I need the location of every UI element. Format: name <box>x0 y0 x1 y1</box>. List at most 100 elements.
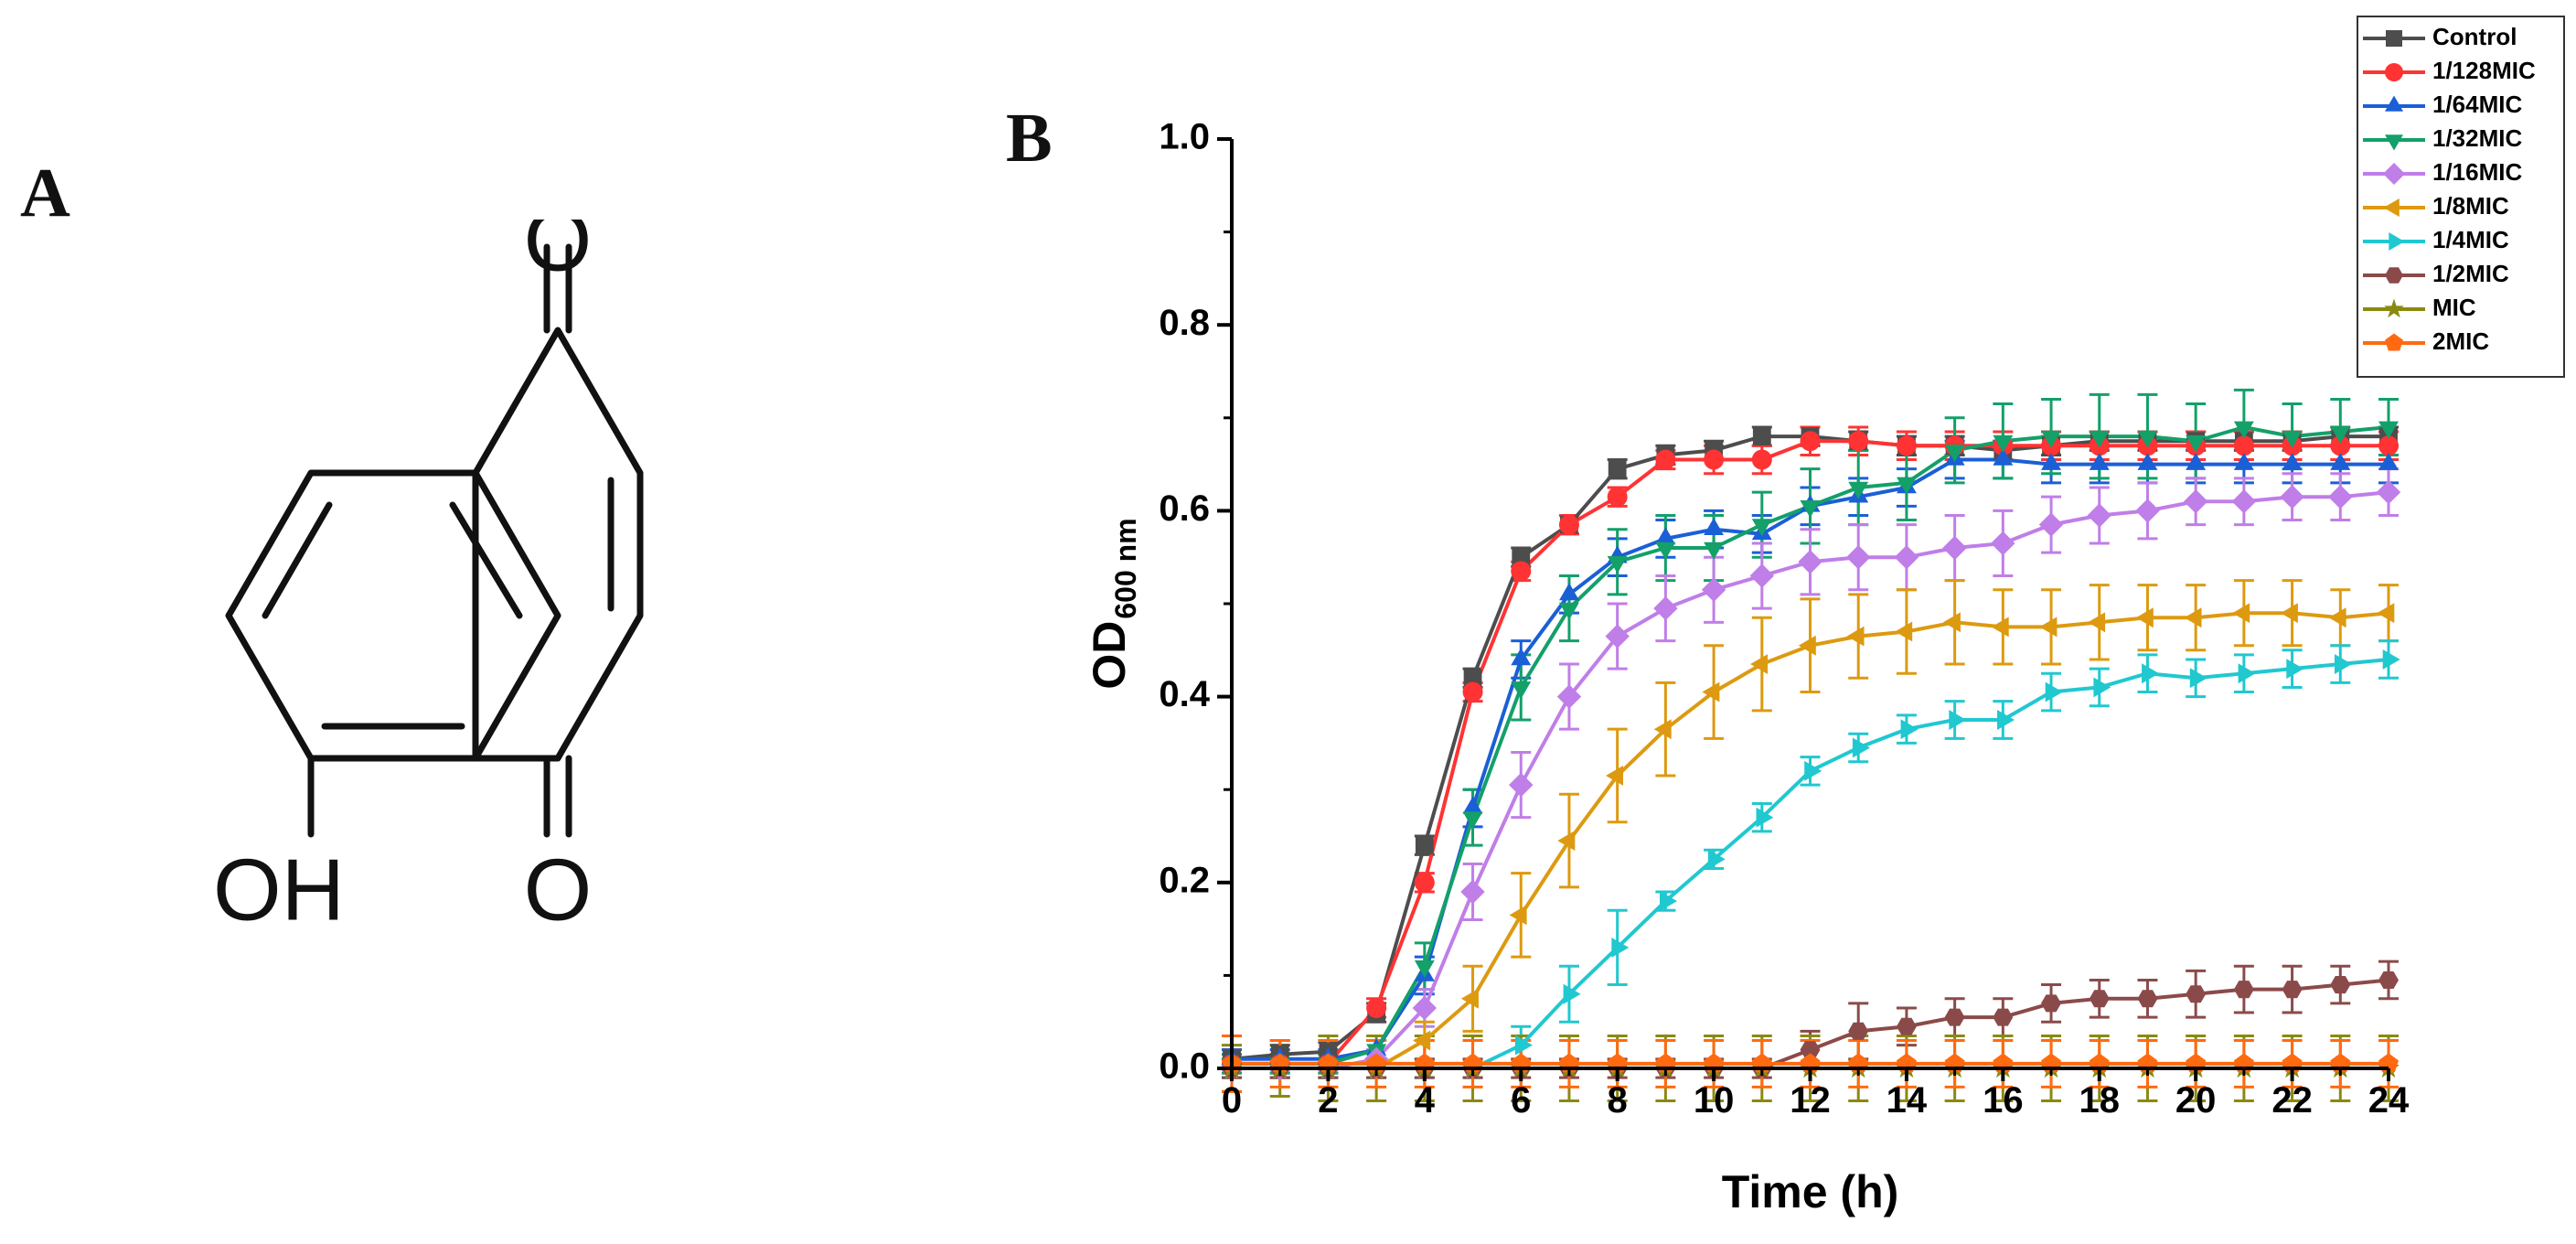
x-tick-label: 24 <box>2368 1080 2410 1121</box>
data-point <box>1991 531 2015 556</box>
data-point <box>1751 519 1772 537</box>
data-point <box>2189 668 2207 689</box>
axes: 0 2 4 6 8 10 12 14 16 18 20 22 240.00.20.40.60.81.0T… <box>1084 117 2410 1217</box>
data-point <box>2280 603 2298 624</box>
data-point <box>2282 453 2303 470</box>
legend: Control 1/128MIC 1/64MIC 1/32MIC 1/16MIC 1/8M… <box>2357 16 2565 378</box>
data-point <box>2378 435 2399 456</box>
legend-label: MIC <box>2432 294 2476 321</box>
legend-marker <box>2383 198 2400 217</box>
data-point <box>1949 710 1967 730</box>
data-point <box>2039 617 2058 638</box>
data-point <box>1655 449 1676 470</box>
legend-marker <box>2384 298 2404 318</box>
data-point <box>1750 654 1769 674</box>
data-point <box>2089 453 2110 470</box>
data-point <box>2093 677 2111 698</box>
molecule-bonds <box>225 243 644 838</box>
legend-label: 1/128MIC <box>2432 57 2536 84</box>
data-point <box>1704 542 1724 560</box>
legend-label: 1/2MIC <box>2432 260 2509 287</box>
data-point <box>1655 542 1676 560</box>
legend-marker <box>2389 232 2405 251</box>
legend-box <box>2357 16 2565 378</box>
data-point <box>1798 635 1816 656</box>
data-point <box>2335 654 2352 674</box>
data-point <box>1895 621 1913 642</box>
data-point <box>1460 879 1485 905</box>
oxygen-bottom-label: O <box>524 841 593 938</box>
y-tick-label: 0.2 <box>1159 860 1210 900</box>
data-point <box>1942 535 1967 561</box>
data-point <box>1897 477 1917 495</box>
data-point <box>1804 760 1822 781</box>
aromatic-double-bond-right <box>449 501 523 619</box>
data-point <box>1605 624 1630 649</box>
legend-marker <box>2386 30 2402 47</box>
y-tick-label: 0.6 <box>1159 488 1210 529</box>
data-point <box>1611 938 1630 958</box>
data-point <box>1462 681 1483 702</box>
data-point <box>1896 1017 1917 1035</box>
x-tick-label: 10 <box>1694 1080 1735 1121</box>
data-point <box>2233 435 2254 456</box>
data-point <box>1460 988 1479 1009</box>
data-point <box>1556 684 1582 709</box>
data-point <box>1752 427 1771 446</box>
data-point <box>1848 1022 1869 1040</box>
data-point <box>2135 499 2160 523</box>
data-point <box>1997 710 2015 730</box>
data-point <box>2330 976 2351 994</box>
data-point <box>1512 548 1531 567</box>
data-point <box>1511 561 1532 582</box>
data-point <box>2286 659 2304 680</box>
data-point <box>1414 872 1435 893</box>
data-point <box>1991 617 2009 638</box>
x-axis-title: Time (h) <box>1722 1166 1899 1217</box>
data-point <box>1462 796 1483 814</box>
quinone-ring <box>472 327 644 762</box>
legend-marker <box>2385 95 2403 112</box>
series-markers <box>1219 421 2401 1081</box>
data-point <box>1607 556 1628 574</box>
data-point <box>2231 489 2257 514</box>
data-point <box>2135 607 2154 628</box>
data-point <box>2184 607 2202 628</box>
data-point <box>1608 459 1627 478</box>
data-point <box>1993 1008 2014 1026</box>
x-tick-label: 18 <box>2079 1080 2121 1121</box>
data-point <box>2233 981 2254 999</box>
data-point <box>2382 649 2400 670</box>
legend-marker <box>2385 134 2403 151</box>
aromatic-double-bond-left <box>262 501 333 619</box>
data-point <box>2376 479 2401 505</box>
data-point <box>1511 648 1532 666</box>
data-point <box>2041 994 2061 1013</box>
data-point <box>1607 487 1628 508</box>
y-axis-title-main: OD <box>1084 621 1135 690</box>
data-point <box>1846 545 1871 570</box>
data-point <box>1558 514 1579 535</box>
data-point <box>1414 960 1435 978</box>
data-point <box>1852 737 1870 758</box>
data-point <box>1559 602 1579 620</box>
y-axis-title-subscript: 600 nm <box>1109 518 1142 618</box>
data-point <box>2282 430 2303 448</box>
data-point <box>1463 669 1482 688</box>
x-tick-label: 22 <box>2271 1080 2313 1121</box>
panel-a-label: A <box>20 155 70 231</box>
data-point <box>1653 719 1672 740</box>
data-point <box>1798 550 1822 574</box>
data-point <box>2142 663 2160 684</box>
data-point <box>1557 831 1576 851</box>
data-point <box>1702 681 1720 702</box>
data-point <box>2186 985 2207 1003</box>
y-tick-label: 1.0 <box>1159 117 1210 157</box>
data-point <box>1848 431 1869 452</box>
data-point <box>1655 527 1676 545</box>
data-point <box>1412 995 1437 1021</box>
data-point <box>2330 425 2351 444</box>
y-tick-label: 0.8 <box>1159 303 1210 343</box>
data-point <box>1846 626 1865 647</box>
data-point <box>2089 430 2110 448</box>
